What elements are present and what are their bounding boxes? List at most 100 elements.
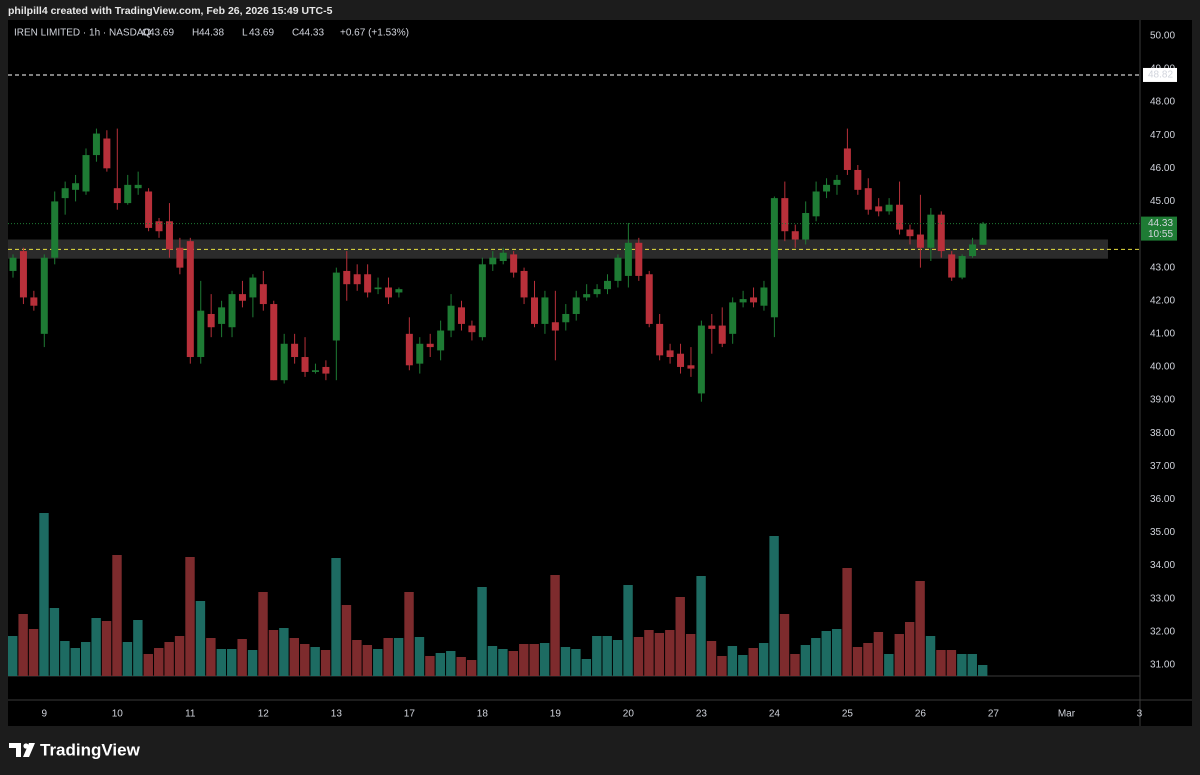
candle-body [718,325,726,344]
candle-body [697,325,705,394]
legend-key: L [242,28,248,39]
volume-bar [310,647,320,676]
volume-bar [174,636,185,676]
candle-body [40,257,48,334]
volume-bar [654,633,665,676]
volume-bar [644,630,654,676]
candle-body [896,204,904,230]
volume-bar [665,630,675,676]
volume-bar [623,585,633,676]
candle-body [572,297,580,314]
candle-body [916,234,924,248]
candle-body [499,252,507,262]
volume-bar [133,620,143,676]
symbol: IREN LIMITED · 1h · NASDAQ [14,28,151,39]
price-level-label: 48.82 [1148,70,1173,81]
volume-bar [456,657,466,676]
candle-body [207,313,215,328]
candle-body [364,274,372,293]
candle-body [937,214,945,252]
candle-body [614,257,622,281]
x-tick-label: 27 [988,709,1000,720]
candle-body [197,310,205,358]
candle-body [353,274,361,285]
volume-bar [706,641,717,676]
credit: philpill4 created with TradingView.com, … [8,5,333,17]
volume-bar [915,581,925,676]
candle-body [958,256,966,278]
candle-body [447,305,455,331]
candle-body [426,343,434,348]
y-tick-label: 39.00 [1150,395,1175,406]
volume-bar [237,639,247,676]
volume-bar [414,637,425,676]
x-tick-label: 20 [623,709,635,720]
candle-body [562,313,570,323]
volume-bar [821,631,831,676]
x-tick-label: 19 [550,709,562,720]
volume-bar [800,645,811,676]
volume-bar [435,653,446,676]
y-tick-label: 35.00 [1150,527,1175,538]
candle-body [374,287,382,290]
candle-body [218,307,226,324]
y-tick-label: 36.00 [1150,494,1175,505]
candle-body [520,270,528,298]
volume-bar [466,660,477,676]
candle-body [770,198,778,318]
candle-body [259,284,267,305]
volume-bar [717,656,727,676]
candle-body [927,214,935,248]
x-tick-label: 3 [1137,709,1143,720]
volume-bar [91,618,101,676]
candle-body [781,198,789,232]
candle-body [145,191,153,228]
legend-change: +0.67 (+1.53%) [340,28,409,39]
candle-body [103,138,111,169]
candle-body [395,289,403,293]
candle-body [760,287,768,306]
volume-bar [227,649,237,676]
candle-body [948,254,956,278]
candle-body [739,299,747,303]
volume-bar [122,642,133,676]
volume-bar [247,650,258,676]
candle-body [666,350,674,358]
volume-bar [592,636,602,676]
plot: O 43.69 H 44.38 L 43.69 C 44.33 +0.67 (+1.53%)31… [8,28,1177,720]
candle-body [687,365,695,369]
legend-key: H [192,28,199,39]
candle-body [864,188,872,210]
x-tick-label: 11 [185,709,196,720]
y-tick-label: 42.00 [1150,295,1175,306]
volume-bar [769,536,779,676]
x-tick-label: 25 [842,709,854,720]
volume-bar [28,629,39,676]
volume-bar [18,614,28,676]
candle-body [729,302,737,334]
candle-body [301,357,309,372]
candle-body [176,247,184,268]
candle-body [969,244,977,257]
candle-body [51,201,59,258]
volume-bar [571,649,581,676]
volume-bar [925,636,936,676]
candle-body [656,323,664,356]
volume-bar [383,638,393,676]
x-tick-label: 18 [477,709,489,720]
brand: TradingView [40,740,141,759]
candle-body [82,155,90,192]
candle-body [885,204,893,212]
candle-body [541,297,549,324]
last-price-tag [1141,216,1177,241]
y-tick-label: 45.00 [1150,196,1175,207]
x-tick-label: 24 [769,709,781,720]
volume-bar [206,638,216,676]
candle-body [510,254,518,273]
legend-key: C [292,28,299,39]
x-tick-label: 13 [331,709,343,720]
volume-bar [258,592,268,676]
volume-bar [758,643,769,676]
candle-body [624,242,632,276]
volume-bar [904,622,915,676]
